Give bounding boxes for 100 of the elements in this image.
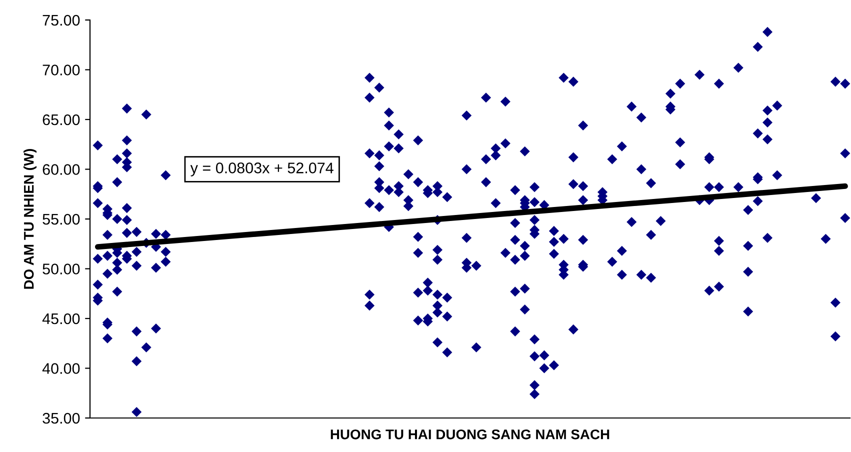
- point: [530, 380, 540, 390]
- point: [413, 248, 424, 258]
- point: [520, 304, 530, 315]
- point: [530, 182, 540, 192]
- point: [762, 106, 773, 116]
- point: [374, 161, 384, 172]
- x-axis-title: HUONG TU HAI DUONG SANG NAM SACH: [330, 429, 610, 440]
- point: [752, 196, 763, 206]
- point: [830, 76, 840, 87]
- point: [772, 100, 782, 111]
- point: [626, 216, 637, 227]
- point: [714, 236, 724, 246]
- point: [141, 110, 152, 120]
- point: [675, 78, 686, 89]
- point: [733, 182, 744, 192]
- point: [92, 198, 103, 208]
- point: [160, 246, 171, 257]
- point: [762, 232, 773, 243]
- point: [462, 164, 472, 174]
- point: [112, 177, 122, 188]
- point: [752, 128, 763, 138]
- point: [743, 266, 754, 277]
- point: [364, 198, 375, 208]
- point: [840, 78, 850, 89]
- point: [616, 141, 627, 152]
- point: [374, 202, 384, 212]
- point: [102, 250, 112, 261]
- point: [132, 326, 142, 336]
- point: [471, 260, 482, 271]
- point: [132, 260, 142, 271]
- point: [520, 250, 530, 261]
- point: [112, 214, 122, 224]
- point: [364, 72, 375, 83]
- point: [422, 286, 433, 296]
- annotation: y = 0.0803x + 52.074: [190, 162, 334, 176]
- point: [490, 150, 501, 160]
- point: [568, 76, 578, 87]
- y-tick-label: 35.00: [42, 412, 80, 424]
- point: [112, 258, 122, 268]
- point: [520, 284, 530, 294]
- y-tick-label: 50.00: [42, 264, 80, 274]
- point: [548, 360, 559, 370]
- point: [481, 154, 492, 164]
- point: [122, 135, 132, 146]
- point: [646, 178, 656, 188]
- point: [714, 78, 724, 89]
- point: [112, 264, 122, 275]
- point: [500, 248, 510, 258]
- point: [578, 120, 588, 130]
- point: [510, 234, 520, 245]
- y-tick-label: 40.00: [42, 363, 80, 374]
- point: [102, 230, 112, 240]
- point: [132, 407, 142, 418]
- point: [102, 333, 112, 344]
- point: [820, 234, 831, 244]
- point: [743, 306, 754, 317]
- point: [656, 216, 666, 226]
- point: [112, 286, 122, 297]
- point: [568, 152, 578, 162]
- point: [442, 312, 452, 322]
- point: [92, 254, 103, 264]
- point: [636, 164, 646, 174]
- point: [374, 150, 384, 160]
- point: [510, 185, 520, 196]
- point: [442, 292, 452, 303]
- point: [558, 234, 569, 244]
- point: [500, 96, 510, 107]
- point: [714, 282, 724, 292]
- point: [160, 170, 171, 180]
- point: [665, 88, 676, 99]
- point: [840, 148, 850, 158]
- point: [548, 226, 559, 236]
- point: [384, 108, 394, 118]
- point: [636, 270, 646, 280]
- point: [568, 179, 578, 190]
- point: [122, 203, 132, 214]
- point: [578, 234, 588, 245]
- point: [714, 182, 724, 192]
- point: [743, 240, 754, 251]
- point: [442, 192, 452, 202]
- point: [520, 240, 530, 251]
- point: [432, 290, 442, 300]
- point: [462, 232, 472, 243]
- point: [132, 356, 142, 366]
- point: [384, 141, 394, 152]
- point: [102, 268, 112, 279]
- point: [530, 334, 540, 344]
- point: [616, 270, 627, 280]
- point: [578, 181, 588, 192]
- point: [160, 256, 171, 267]
- point: [762, 26, 773, 37]
- point: [150, 228, 162, 239]
- point: [422, 278, 433, 288]
- y-axis-title: DO AM TU NHIEN (W): [24, 148, 36, 289]
- point: [432, 337, 442, 348]
- point: [762, 117, 773, 128]
- point: [413, 288, 424, 298]
- point: [462, 110, 472, 121]
- point: [539, 350, 550, 360]
- point: [704, 182, 714, 192]
